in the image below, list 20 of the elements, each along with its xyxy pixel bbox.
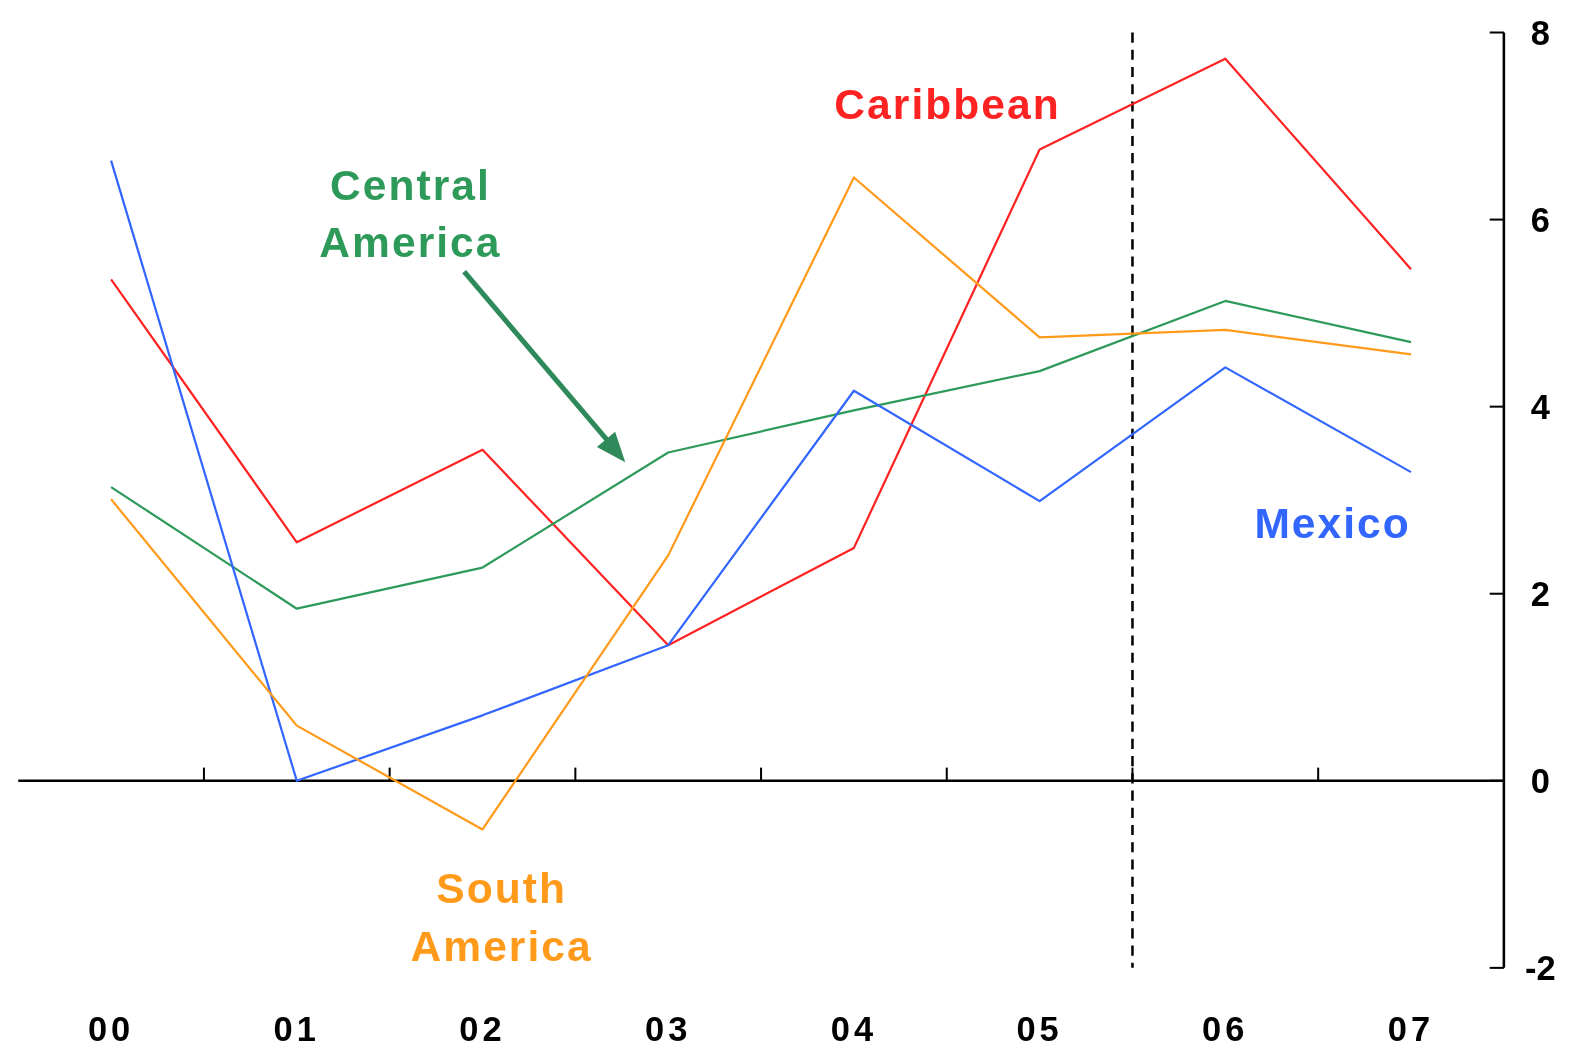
x-tick-label: 05 xyxy=(1016,1009,1063,1047)
line-series xyxy=(109,299,1413,610)
y-tick-label: -2 xyxy=(1525,949,1556,988)
y-tick-label: 6 xyxy=(1530,200,1550,239)
x-tick-label: 02 xyxy=(459,1009,506,1047)
y-tick-label: 2 xyxy=(1530,574,1550,613)
series-label: Mexico xyxy=(1254,499,1411,548)
x-tick-label: 00 xyxy=(87,1009,135,1047)
x-tick-label: 04 xyxy=(830,1009,878,1047)
x-tick-label: 06 xyxy=(1202,1009,1249,1047)
series-label: South America xyxy=(410,864,593,970)
x-tick-label: 01 xyxy=(273,1009,321,1047)
series-label: Caribbean xyxy=(834,79,1061,128)
y-tick-label: 4 xyxy=(1530,387,1550,426)
x-tick-label: 03 xyxy=(644,1009,692,1047)
text: Central America xyxy=(319,160,502,267)
y-tick-label: 8 xyxy=(1530,13,1550,52)
line-series xyxy=(109,57,1413,647)
x-tick-label: 07 xyxy=(1387,1009,1435,1047)
y-tick-label: 0 xyxy=(1530,761,1550,800)
